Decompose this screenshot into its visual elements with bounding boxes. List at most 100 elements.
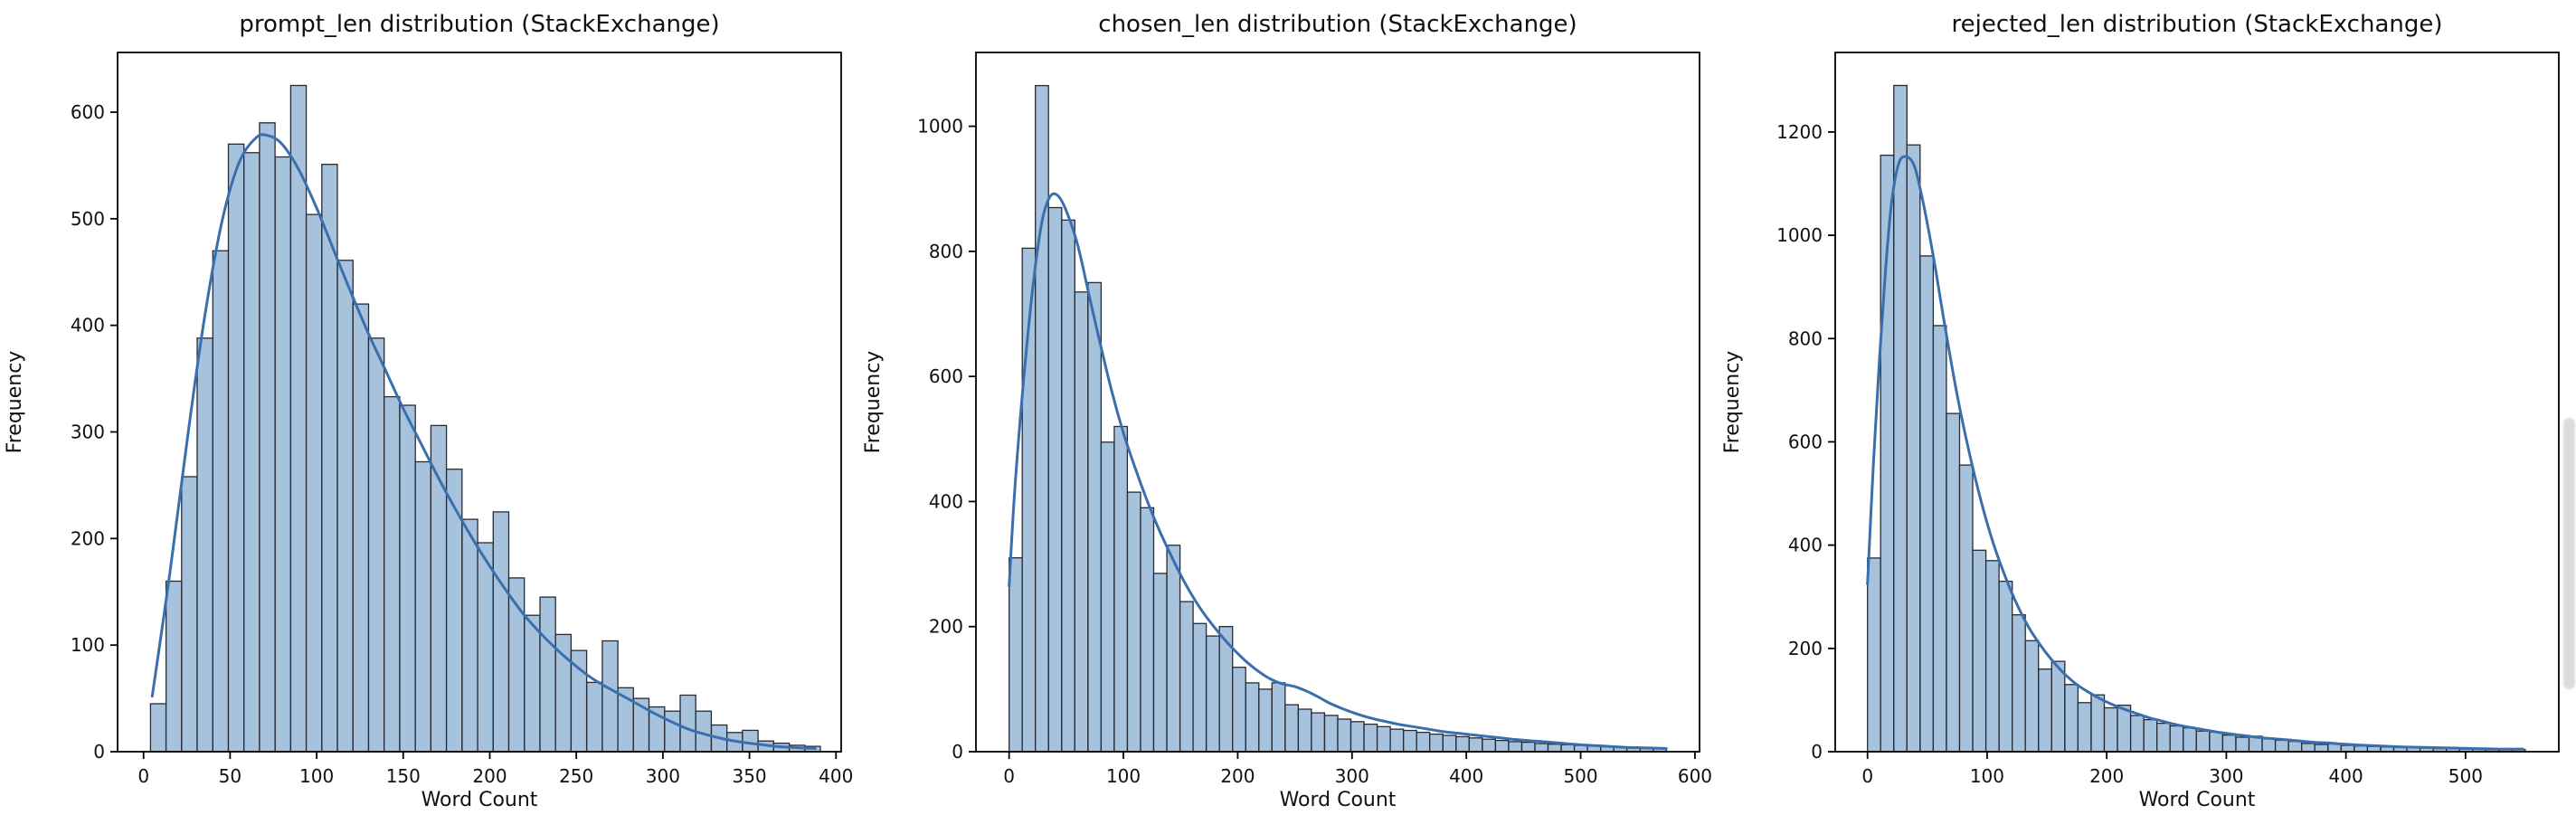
x-tick-label: 300 [2209, 765, 2243, 787]
histogram-bar [1047, 206, 1063, 753]
x-tick-label: 50 [219, 765, 242, 787]
histogram-bar [586, 681, 603, 753]
y-tick-label: 0 [1811, 741, 1823, 763]
histogram-bar [1311, 712, 1326, 753]
histogram-bar [1403, 729, 1417, 753]
histogram-bar [2129, 715, 2145, 753]
rejected-len-histogram: 0 100 200 300 400 500 0 200 400 600 800 1000 1200 [1776, 52, 2560, 787]
histogram-bar [1192, 622, 1208, 753]
histogram-bar [1946, 412, 1961, 753]
x-tick-label: 150 [386, 765, 421, 787]
histogram-bar [601, 640, 619, 753]
plot-spines [1834, 52, 2560, 753]
chart-title: prompt_len distribution (StackExchange) [239, 11, 720, 38]
y-tick-label: 600 [929, 365, 963, 387]
chart-title: rejected_len distribution (StackExchange… [1951, 11, 2443, 38]
histogram-bar [1455, 735, 1470, 753]
y-tick-label: 600 [1788, 431, 1823, 452]
y-tick-label: 0 [93, 741, 105, 763]
histogram-bar [679, 694, 696, 753]
histogram-bar [1232, 667, 1246, 753]
histogram-bar [1442, 734, 1457, 753]
histogram-bar [305, 213, 323, 753]
histogram-bar [2314, 744, 2329, 753]
histogram-bar [1984, 560, 2000, 753]
histogram-bar [1166, 545, 1181, 753]
y-tick-label: 1200 [1776, 121, 1823, 143]
histogram-bar [1560, 744, 1576, 753]
x-tick-label: 100 [1106, 765, 1141, 787]
histogram-bar [1126, 491, 1141, 753]
histogram-bar [2301, 743, 2316, 753]
y-tick-label: 800 [929, 241, 963, 262]
histogram-bar [2064, 684, 2079, 753]
histogram-bar [274, 156, 292, 753]
histogram-bar [2261, 738, 2277, 753]
histogram-bar [2195, 730, 2211, 753]
x-tick-label: 600 [1678, 765, 1712, 787]
histogram-bar [1074, 291, 1089, 753]
histogram-bar [1534, 743, 1549, 753]
histogram-bar [1998, 580, 2013, 753]
histogram-bar [196, 337, 213, 753]
histogram-bar [1323, 715, 1339, 753]
y-tick-label: 200 [929, 616, 963, 638]
kde-curve [150, 133, 817, 750]
y-tick-label: 400 [929, 490, 963, 512]
histogram-bar [1113, 425, 1129, 753]
x-tick-label: 400 [2329, 765, 2363, 787]
histogram-bar [2050, 660, 2066, 753]
histogram-bar [212, 250, 230, 753]
histogram-bar [336, 260, 354, 753]
histogram-bar [2287, 740, 2303, 753]
histogram-bar [2274, 739, 2289, 753]
histogram-bar [1932, 325, 1947, 753]
histogram-bar [1245, 682, 1260, 753]
histogram-bar [1547, 744, 1562, 753]
histogram-bar [149, 703, 167, 753]
chart-panel-prompt-len: prompt_len distribution (StackExchange) … [0, 0, 859, 834]
histogram-bar [1906, 144, 1921, 753]
histogram-bar [1893, 84, 1908, 753]
y-tick-label: 1000 [917, 116, 963, 137]
histogram-bar [2077, 702, 2092, 753]
histogram-bar [1100, 441, 1115, 753]
y-tick-label: 400 [71, 315, 105, 336]
histogram-bar [2103, 706, 2118, 753]
histogram-bar [289, 84, 308, 753]
histogram-bar [430, 424, 448, 753]
histogram-bar [1376, 725, 1391, 753]
chart-panel-rejected-len: rejected_len distribution (StackExchange… [1718, 0, 2576, 834]
y-tick-label: 400 [1788, 535, 1823, 556]
histogram-bar [539, 596, 556, 753]
x-axis-label: Word Count [421, 789, 538, 811]
histogram-bar [352, 303, 370, 753]
y-tick-label: 300 [71, 421, 105, 442]
histogram-bar [384, 395, 401, 753]
histogram-bar [243, 152, 260, 753]
x-tick-label: 400 [1449, 765, 1483, 787]
scrollbar-thumb[interactable] [2563, 418, 2575, 689]
histogram-bar [181, 476, 198, 753]
histogram-bar [492, 511, 510, 753]
histogram-bar [1271, 682, 1286, 753]
plot-spines [117, 52, 842, 753]
y-tick-label: 200 [71, 527, 105, 549]
histogram-bar [477, 542, 494, 753]
histogram-bar [2353, 745, 2369, 753]
histogram-bar [1087, 281, 1103, 753]
x-tick-label: 0 [1861, 765, 1873, 787]
histogram-bar [259, 122, 276, 753]
histogram-bar [2209, 731, 2224, 753]
histogram-bar [399, 404, 416, 753]
x-tick-label: 500 [2448, 765, 2483, 787]
y-tick-label: 500 [71, 208, 105, 230]
histogram-bar [414, 460, 432, 753]
x-tick-label: 100 [1970, 765, 2004, 787]
y-tick-label: 800 [1788, 327, 1823, 349]
x-tick-label: 350 [732, 765, 766, 787]
histogram-bar [2143, 718, 2158, 753]
histogram-bar [1061, 219, 1075, 753]
x-axis-label: Word Count [2138, 789, 2256, 811]
histogram-bar [1297, 708, 1312, 753]
